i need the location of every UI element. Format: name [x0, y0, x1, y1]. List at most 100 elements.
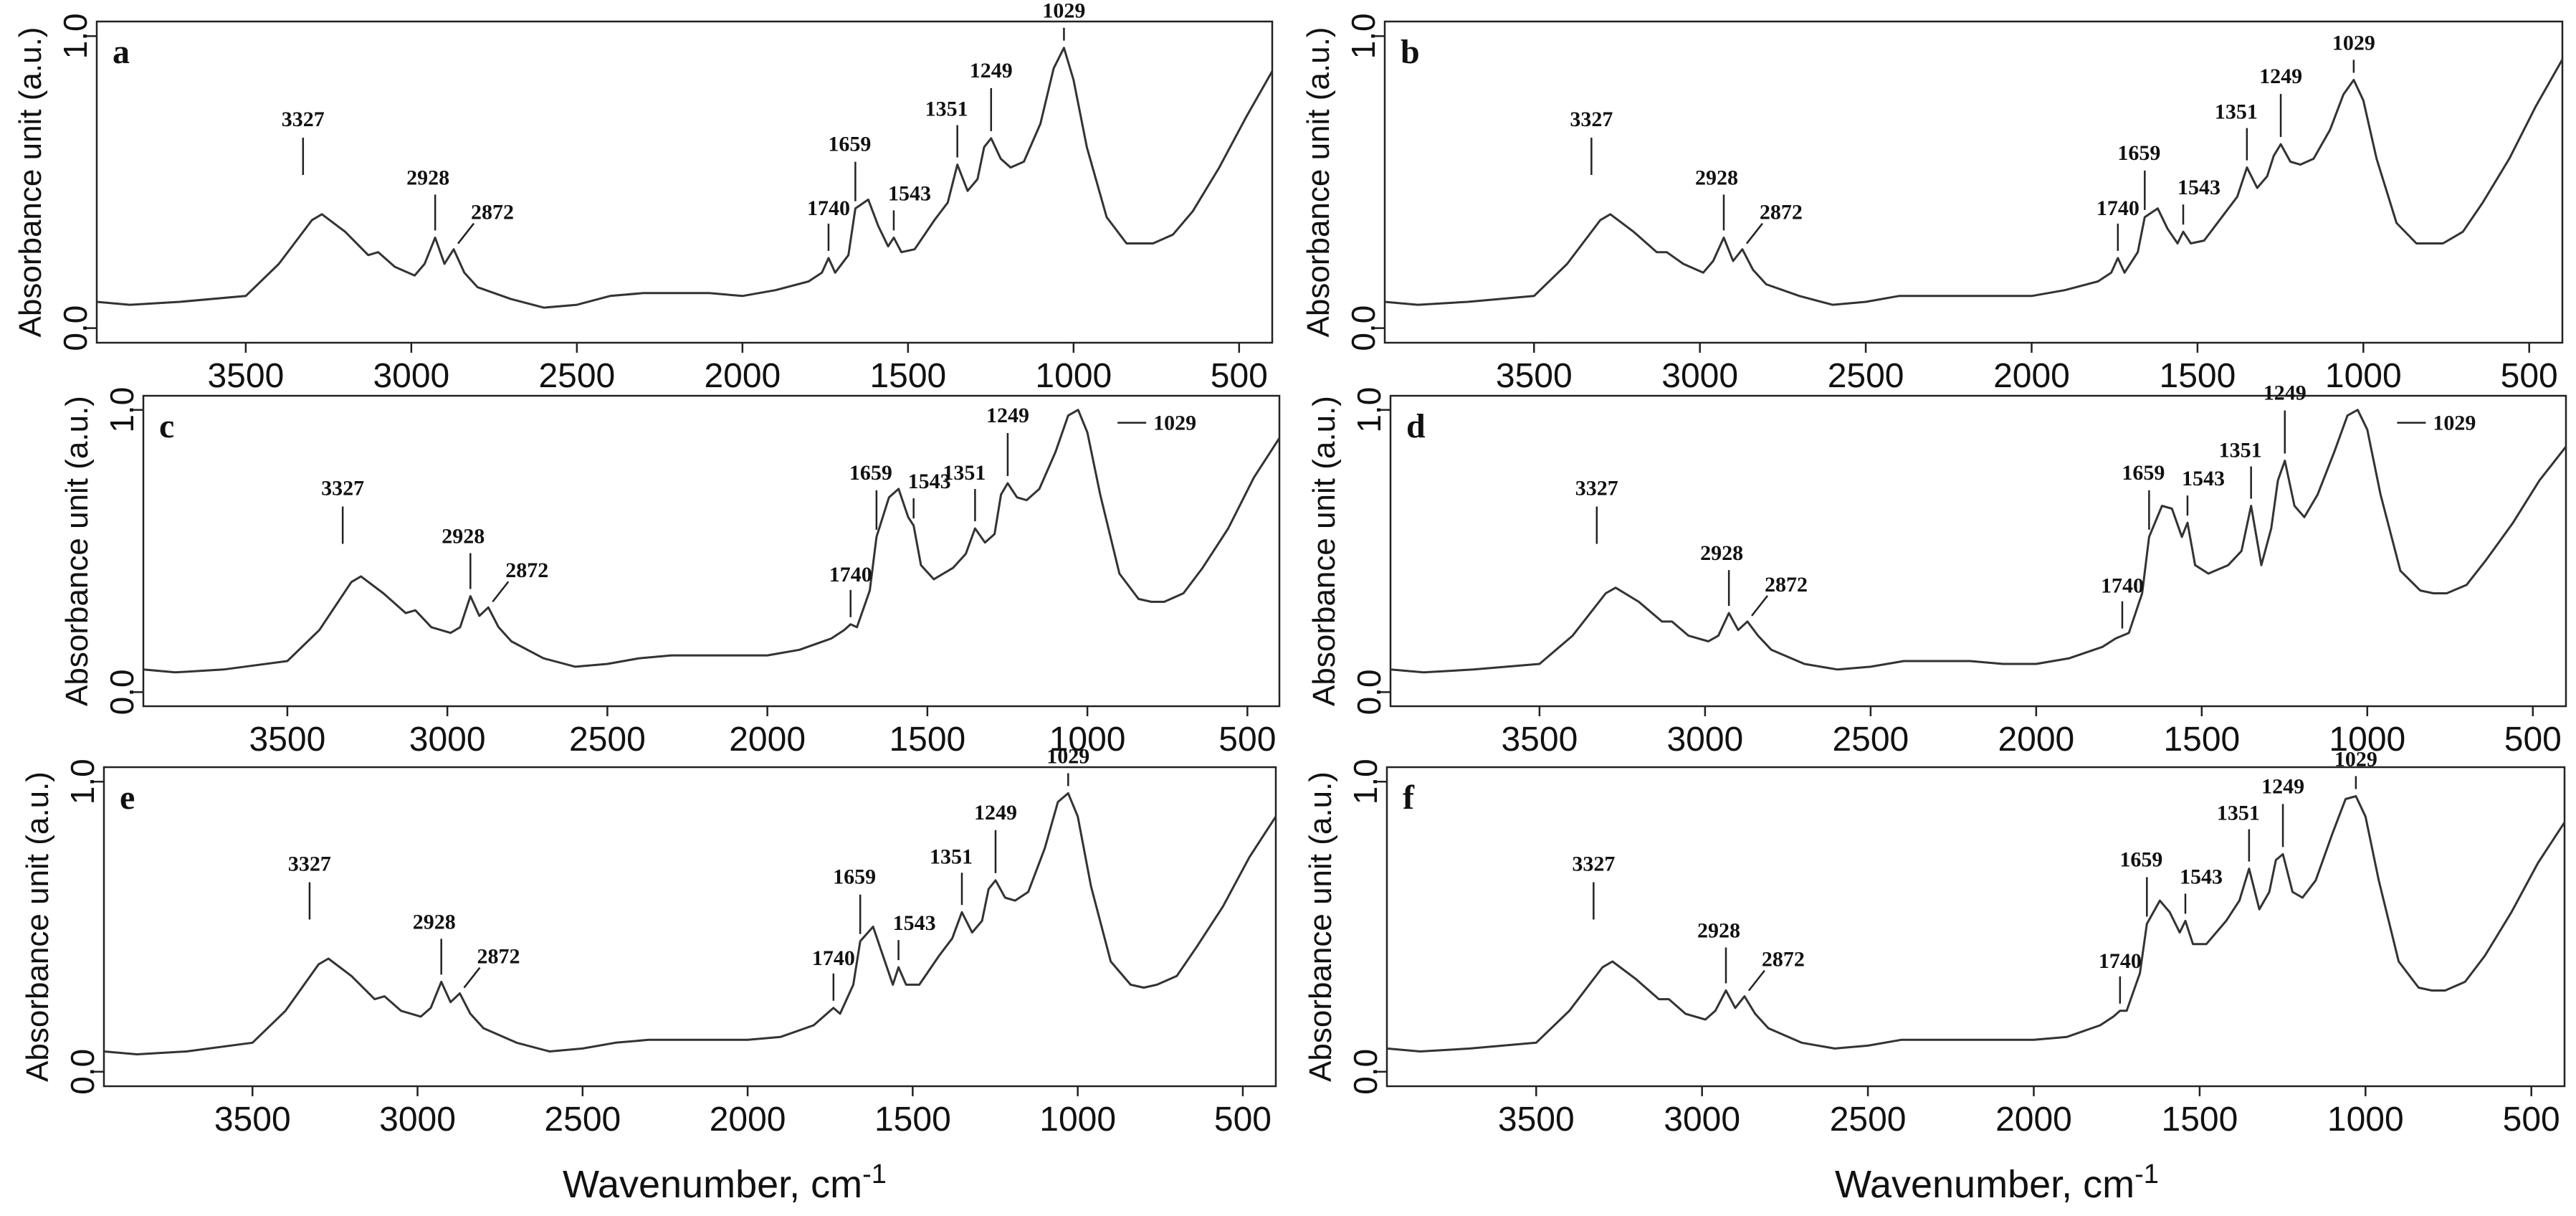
spectrum-line — [96, 47, 1274, 309]
y-tick-label: 0.0 — [64, 1049, 101, 1095]
peak-annotation-1029: 1029 — [1117, 412, 1196, 435]
annotation-label: 1029 — [2334, 747, 2377, 771]
x-tick-label: 500 — [1214, 1101, 1272, 1139]
panel-a: 0.0 1.0 Absorbance unit (a.u.) 3500 3000 2500… — [13, 0, 1274, 395]
peak-annotation-1029: 1029 — [1046, 744, 1089, 787]
spectrum-line — [103, 792, 1277, 1055]
annotation-label: 1740 — [2101, 574, 2144, 598]
annotation-label: 1249 — [986, 404, 1029, 427]
x-tick-label: 3000 — [1661, 357, 1738, 395]
annotation-label: 1351 — [930, 845, 973, 868]
annotation-label: 1543 — [888, 181, 931, 205]
peak-annotation-2872: 2872 — [1747, 948, 1805, 992]
peak-annotation-1659: 1659 — [2119, 847, 2162, 917]
annotation-label: 3327 — [1570, 108, 1613, 131]
spectrum-line — [1386, 795, 2566, 1053]
x-tick-label: 500 — [2504, 721, 2562, 759]
annotation-label: 1029 — [1153, 412, 1196, 435]
panel-f: 0.0 1.0 Absorbance unit (a.u.) 3500 3000 2500… — [1303, 747, 2566, 1139]
peak-annotation-2928: 2928 — [1695, 166, 1738, 231]
panel-label: b — [1401, 33, 1420, 71]
peak-annotation-2928: 2928 — [413, 910, 456, 975]
annotation-label: 2928 — [1697, 919, 1740, 943]
x-tick-label: 500 — [2501, 357, 2558, 395]
annotation-label: 3327 — [1575, 477, 1618, 500]
annotation-label: 2872 — [505, 559, 548, 582]
annotation-leader — [1751, 595, 1768, 617]
peak-annotation-2872: 2872 — [457, 201, 514, 244]
y-tick-label: 1.0 — [64, 759, 101, 804]
x-tick-label: 500 — [1211, 357, 1268, 395]
panel-e: 0.0 1.0 Absorbance unit (a.u.) 3500 3000 2500… — [20, 744, 1277, 1139]
annotation-label: 1351 — [2215, 100, 2258, 124]
x-axis-label-left: Wavenumber, cm-1 — [563, 1159, 887, 1206]
annotation-label: 1249 — [2263, 381, 2307, 405]
peak-annotation-2928: 2928 — [1697, 919, 1740, 984]
peak-annotation-2872: 2872 — [463, 945, 520, 989]
peak-annotation-1351: 1351 — [2219, 439, 2262, 499]
x-tick-label: 3000 — [1666, 721, 1743, 759]
y-tick-label: 0.0 — [1350, 669, 1388, 715]
x-tick-label: 1500 — [869, 357, 946, 395]
y-axis-label: Absorbance unit (a.u.) — [20, 771, 55, 1082]
peak-annotation-1659: 1659 — [2117, 141, 2160, 210]
y-tick-label: 0.0 — [57, 305, 94, 351]
spectrum-line — [1390, 409, 2567, 674]
y-tick-label: 0.0 — [1347, 1049, 1384, 1095]
panel-label: f — [1403, 779, 1415, 817]
annotation-label: 2928 — [1700, 541, 1743, 565]
annotation-label: 3327 — [288, 852, 331, 876]
annotation-label: 2928 — [442, 524, 485, 548]
x-tick-label: 1500 — [2160, 357, 2236, 395]
x-tick-label: 1500 — [874, 1101, 951, 1139]
x-tick-label: 2000 — [729, 721, 806, 759]
x-tick-label: 2500 — [1828, 357, 1904, 395]
x-tick-label: 1000 — [2329, 721, 2405, 759]
annotation-label: 1249 — [974, 801, 1017, 825]
x-tick-label: 1000 — [1049, 721, 1126, 759]
panel-label: d — [1406, 407, 1426, 445]
annotation-label: 2928 — [413, 910, 456, 934]
annotation-label: 1740 — [829, 563, 872, 586]
annotation-label: 1351 — [925, 98, 968, 121]
panel-b: 0.0 1.0 Absorbance unit (a.u.) 3500 3000 2500… — [1301, 13, 2564, 395]
annotation-label: 1351 — [2219, 439, 2262, 462]
annotation-label: 1351 — [2217, 802, 2260, 825]
plot-frame — [102, 766, 1277, 1088]
annotation-label: 1351 — [943, 461, 986, 485]
annotation-label: 2872 — [1762, 948, 1805, 972]
annotation-leader — [463, 966, 481, 989]
peak-annotation-1249: 1249 — [2263, 381, 2307, 454]
y-tick-label: 1.0 — [57, 13, 94, 59]
panel-label: e — [120, 779, 135, 817]
peak-annotation-1543: 1543 — [888, 181, 931, 231]
x-tick-label: 2000 — [1995, 1101, 2072, 1139]
annotation-label: 1029 — [1046, 744, 1089, 768]
panel-label: a — [113, 33, 130, 71]
peak-annotation-3327: 3327 — [1570, 108, 1613, 175]
x-tick-label: 500 — [1218, 721, 1276, 759]
plot-frame — [95, 20, 1274, 344]
plot-frame — [142, 394, 1281, 708]
peak-annotation-1249: 1249 — [2261, 774, 2304, 847]
x-tick-label: 1000 — [2325, 357, 2402, 395]
annotation-label: 2928 — [406, 166, 449, 189]
x-tick-label: 2000 — [710, 1101, 786, 1139]
y-axis-label: Absorbance unit (a.u.) — [13, 27, 48, 338]
peak-annotation-3327: 3327 — [1575, 477, 1618, 544]
x-tick-label: 1000 — [1035, 357, 1112, 395]
x-tick-label: 3500 — [207, 357, 284, 395]
x-tick-label: 2000 — [704, 357, 781, 395]
peak-annotation-1543: 1543 — [2182, 467, 2225, 516]
y-axis-label: Absorbance unit (a.u.) — [1307, 396, 1342, 706]
y-axis-label: Absorbance unit (a.u.) — [59, 396, 95, 706]
annotation-label: 1740 — [2096, 196, 2139, 220]
peak-annotation-2928: 2928 — [406, 166, 449, 231]
x-tick-label: 1500 — [2162, 1101, 2238, 1139]
peak-annotation-2928: 2928 — [1700, 541, 1743, 607]
peak-annotation-3327: 3327 — [321, 477, 364, 544]
spectrum-line — [1384, 59, 2564, 306]
annotation-label: 1543 — [2177, 176, 2220, 199]
